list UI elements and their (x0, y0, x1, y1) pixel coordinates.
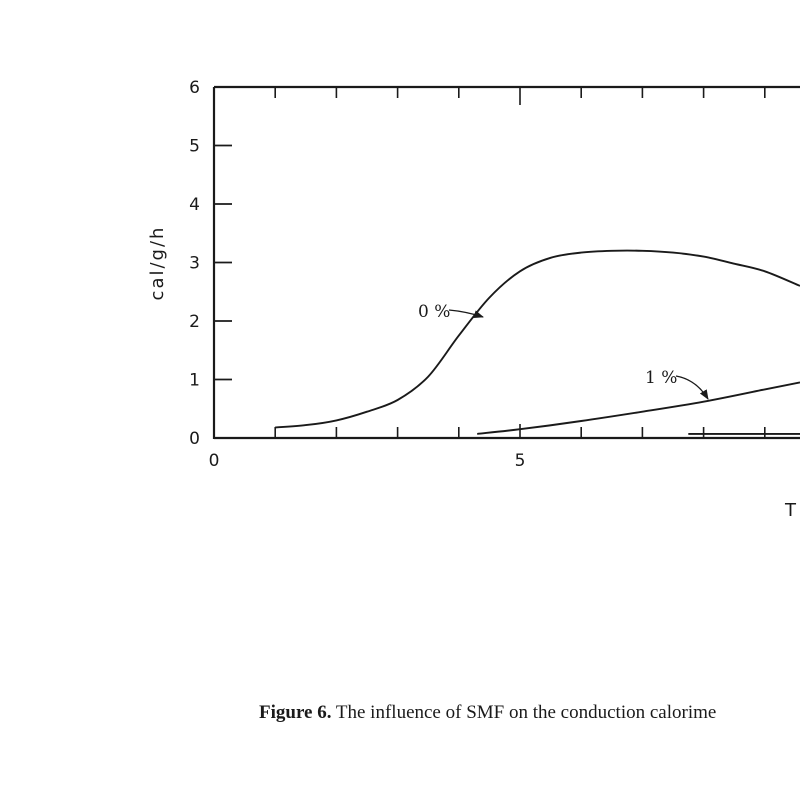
y-tick-label: 1 (189, 371, 200, 391)
y-tick-label: 4 (189, 195, 200, 215)
y-tick-label: 6 (189, 78, 200, 98)
annotations: 0 % 1 % (418, 302, 709, 400)
y-tick-label: 2 (189, 312, 200, 332)
y-tick-label: 0 (189, 429, 200, 449)
y-tick-label: 5 (189, 137, 200, 157)
caption-label: Figure 6. (259, 702, 332, 723)
annotation-label: 0 % (418, 302, 450, 322)
ticks (214, 87, 766, 438)
series-line-1pct (477, 381, 800, 435)
y-axis-title: cal/g/h (147, 226, 168, 301)
annotation-arrow (448, 309, 484, 319)
y-tick-label: 3 (189, 254, 200, 274)
axes (212, 85, 800, 440)
x-axis-title: T (784, 500, 798, 521)
series-line-0pct (275, 249, 800, 429)
x-tick-label: 5 (515, 451, 526, 471)
annotation-label: 1 % (645, 368, 677, 388)
caption-text: The influence of SMF on the conduction c… (331, 702, 717, 723)
annotation-arrow (675, 375, 709, 400)
tick-labels: 0 1 2 3 4 5 6 0 5 (189, 78, 525, 471)
series-group (274, 249, 800, 438)
x-tick-label: 0 (209, 451, 220, 471)
figure-caption: Figure 6. The influence of SMF on the co… (259, 702, 716, 724)
